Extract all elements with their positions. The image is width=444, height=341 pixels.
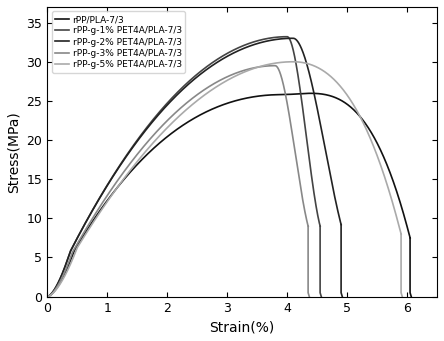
rPP/PLA-7/3 xyxy=(361,120,367,124)
rPP-g-1% PET4A/PLA-7/3 xyxy=(44,295,50,299)
rPP-g-5% PET4A/PLA-7/3 xyxy=(85,229,90,233)
Line: rPP/PLA-7/3: rPP/PLA-7/3 xyxy=(47,93,410,297)
rPP-g-3% PET4A/PLA-7/3 xyxy=(145,140,150,144)
rPP-g-2% PET4A/PLA-7/3 xyxy=(301,53,306,57)
rPP-g-2% PET4A/PLA-7/3 xyxy=(44,295,50,299)
rPP-g-2% PET4A/PLA-7/3 xyxy=(338,223,344,227)
rPP/PLA-7/3 xyxy=(184,121,189,125)
rPP-g-5% PET4A/PLA-7/3 xyxy=(398,232,404,236)
rPP-g-5% PET4A/PLA-7/3 xyxy=(44,295,50,299)
Y-axis label: Stress(MPa): Stress(MPa) xyxy=(7,111,21,193)
rPP-g-1% PET4A/PLA-7/3 xyxy=(317,224,323,228)
rPP-g-5% PET4A/PLA-7/3 xyxy=(353,107,359,112)
rPP/PLA-7/3 xyxy=(308,91,313,95)
Line: rPP-g-2% PET4A/PLA-7/3: rPP-g-2% PET4A/PLA-7/3 xyxy=(47,38,341,297)
rPP-g-5% PET4A/PLA-7/3 xyxy=(392,207,397,211)
rPP-g-2% PET4A/PLA-7/3 xyxy=(170,97,175,101)
rPP/PLA-7/3 xyxy=(408,236,413,240)
rPP-g-2% PET4A/PLA-7/3 xyxy=(290,36,296,40)
rPP-g-1% PET4A/PLA-7/3 xyxy=(161,105,166,109)
rPP-g-2% PET4A/PLA-7/3 xyxy=(95,198,101,203)
rPP-g-3% PET4A/PLA-7/3 xyxy=(305,224,311,228)
rPP-g-1% PET4A/PLA-7/3 xyxy=(149,119,155,123)
rPP-g-3% PET4A/PLA-7/3 xyxy=(74,242,79,246)
rPP-g-3% PET4A/PLA-7/3 xyxy=(273,64,278,68)
rPP-g-5% PET4A/PLA-7/3 xyxy=(106,198,111,202)
rPP/PLA-7/3 xyxy=(107,195,113,199)
rPP-g-3% PET4A/PLA-7/3 xyxy=(156,128,161,132)
rPP-g-3% PET4A/PLA-7/3 xyxy=(272,64,278,68)
rPP-g-3% PET4A/PLA-7/3 xyxy=(90,217,95,221)
Legend: rPP/PLA-7/3, rPP-g-1% PET4A/PLA-7/3, rPP-g-2% PET4A/PLA-7/3, rPP-g-3% PET4A/PLA-: rPP/PLA-7/3, rPP-g-1% PET4A/PLA-7/3, rPP… xyxy=(52,12,185,73)
Line: rPP-g-3% PET4A/PLA-7/3: rPP-g-3% PET4A/PLA-7/3 xyxy=(47,66,308,297)
rPP-g-2% PET4A/PLA-7/3 xyxy=(157,111,163,115)
rPP/PLA-7/3 xyxy=(44,295,50,299)
Line: rPP-g-1% PET4A/PLA-7/3: rPP-g-1% PET4A/PLA-7/3 xyxy=(47,37,320,297)
rPP-g-3% PET4A/PLA-7/3 xyxy=(301,200,306,204)
rPP/PLA-7/3 xyxy=(86,225,91,229)
rPP-g-1% PET4A/PLA-7/3 xyxy=(283,35,288,39)
rPP-g-2% PET4A/PLA-7/3 xyxy=(333,198,338,203)
rPP-g-5% PET4A/PLA-7/3 xyxy=(290,60,296,64)
rPP-g-1% PET4A/PLA-7/3 xyxy=(312,197,317,201)
rPP/PLA-7/3 xyxy=(199,112,205,116)
rPP-g-2% PET4A/PLA-7/3 xyxy=(78,229,83,234)
Line: rPP-g-5% PET4A/PLA-7/3: rPP-g-5% PET4A/PLA-7/3 xyxy=(47,62,401,297)
rPP/PLA-7/3 xyxy=(400,210,406,214)
rPP-g-1% PET4A/PLA-7/3 xyxy=(75,234,81,238)
rPP-g-1% PET4A/PLA-7/3 xyxy=(285,35,290,39)
X-axis label: Strain(%): Strain(%) xyxy=(210,320,275,334)
rPP-g-5% PET4A/PLA-7/3 xyxy=(180,110,186,115)
rPP-g-5% PET4A/PLA-7/3 xyxy=(196,98,201,102)
rPP-g-1% PET4A/PLA-7/3 xyxy=(92,205,97,209)
rPP-g-3% PET4A/PLA-7/3 xyxy=(44,295,50,299)
